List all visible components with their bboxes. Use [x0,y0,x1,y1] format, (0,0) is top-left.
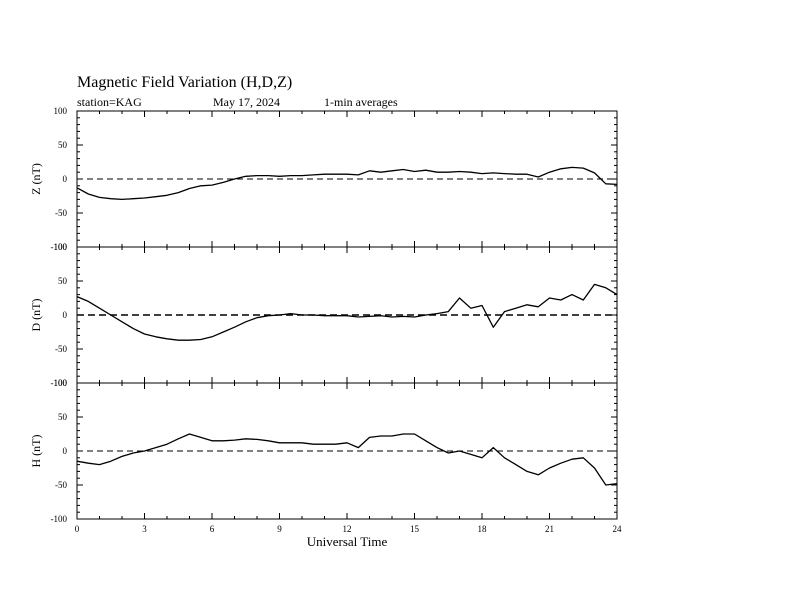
x-axis-label: Universal Time [307,534,388,549]
y-tick-label: -50 [55,480,67,490]
y-tick-label: 0 [63,310,68,320]
series-line-h [76,433,618,486]
x-tick-label: 3 [142,524,147,534]
y-tick-label: -100 [51,242,68,252]
date-label: May 17, 2024 [213,95,280,109]
y-tick-label: -50 [55,344,67,354]
panel-z: 100 50 0 -50 -100 Z (nT) [29,106,618,252]
x-tick-label: 0 [75,524,80,534]
x-tick-label: 18 [478,524,488,534]
y-axis-label: D (nT) [29,299,43,332]
x-tick-label: 12 [343,524,352,534]
y-tick-label: -100 [51,514,68,524]
y-tick-label: -100 [51,378,68,388]
averaging-label: 1-min averages [324,95,398,109]
y-axis-label: Z (nT) [29,163,43,195]
series-line-z [76,166,618,201]
y-tick-label: 50 [58,140,68,150]
x-tick-label: 6 [210,524,215,534]
x-tick-label: 15 [410,524,420,534]
y-tick-label: 100 [54,106,68,116]
x-tick-label: 9 [277,524,282,534]
y-tick-label: 0 [63,446,68,456]
series-line-d [76,283,618,341]
y-tick-label: 50 [58,276,68,286]
y-tick-label: 0 [63,174,68,184]
chart-title: Magnetic Field Variation (H,D,Z) [77,74,293,91]
y-tick-label: 100 [54,242,68,252]
panel-d: 100 50 0 -50 -100 D (nT) [29,242,618,388]
y-tick-label: 100 [54,378,68,388]
x-tick-label: 21 [545,524,554,534]
station-label: station=KAG [77,95,142,109]
y-tick-label: 50 [58,412,68,422]
panel-h: 100 50 0 -50 -100 H (nT) [29,378,618,524]
x-tick-label: 24 [613,524,623,534]
y-axis-label: H (nT) [29,435,43,468]
y-tick-label: -50 [55,208,67,218]
